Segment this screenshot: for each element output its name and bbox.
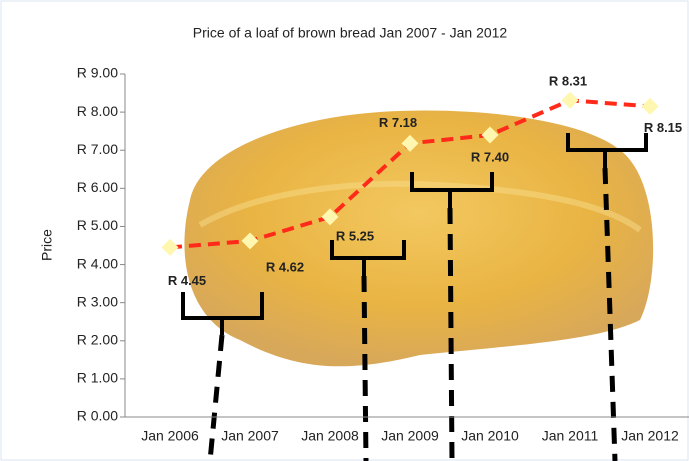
dashed-lines xyxy=(207,167,618,461)
y-tick-label: R 3.00 xyxy=(77,293,118,309)
y-axis-title: Price xyxy=(39,229,55,261)
y-tick-label: R 9.00 xyxy=(77,65,118,81)
bread-image xyxy=(184,110,654,367)
y-tick-label: R 8.00 xyxy=(77,103,118,119)
x-tick-label: Jan 2011 xyxy=(542,428,599,444)
y-tick-label: R 7.00 xyxy=(77,141,118,157)
marker xyxy=(321,208,339,226)
y-tick-label: R 2.00 xyxy=(77,331,118,347)
y-tick-label: R 4.00 xyxy=(77,255,118,271)
x-tick-label: Jan 2010 xyxy=(461,428,519,444)
y-tick-label: R 0.00 xyxy=(77,408,118,424)
marker xyxy=(241,232,259,250)
chart-title: Price of a loaf of brown bread Jan 2007 … xyxy=(193,25,508,41)
value-label: R 8.15 xyxy=(644,120,682,135)
y-tick-label: R 6.00 xyxy=(77,179,118,195)
value-label: R 4.62 xyxy=(266,259,304,274)
marker xyxy=(481,126,499,144)
x-tick-label: Jan 2008 xyxy=(301,428,359,444)
marker xyxy=(641,97,659,115)
x-tick-label: Jan 2007 xyxy=(221,428,279,444)
marker xyxy=(561,91,579,109)
value-label: R 8.31 xyxy=(549,74,587,89)
value-label: R 7.18 xyxy=(379,115,417,130)
bread-highlight xyxy=(198,180,642,233)
x-tick-label: Jan 2006 xyxy=(141,428,199,444)
y-tick-label: R 1.00 xyxy=(77,370,118,386)
x-tick-label: Jan 2012 xyxy=(621,428,679,444)
value-label: R 7.40 xyxy=(471,149,509,164)
braces xyxy=(181,133,648,335)
y-tick-label: R 5.00 xyxy=(77,217,118,233)
value-label: R 4.45 xyxy=(168,273,206,288)
marker xyxy=(401,134,419,152)
value-label: R 5.25 xyxy=(336,228,374,243)
x-tick-label: Jan 2009 xyxy=(381,428,439,444)
marker xyxy=(161,238,179,256)
